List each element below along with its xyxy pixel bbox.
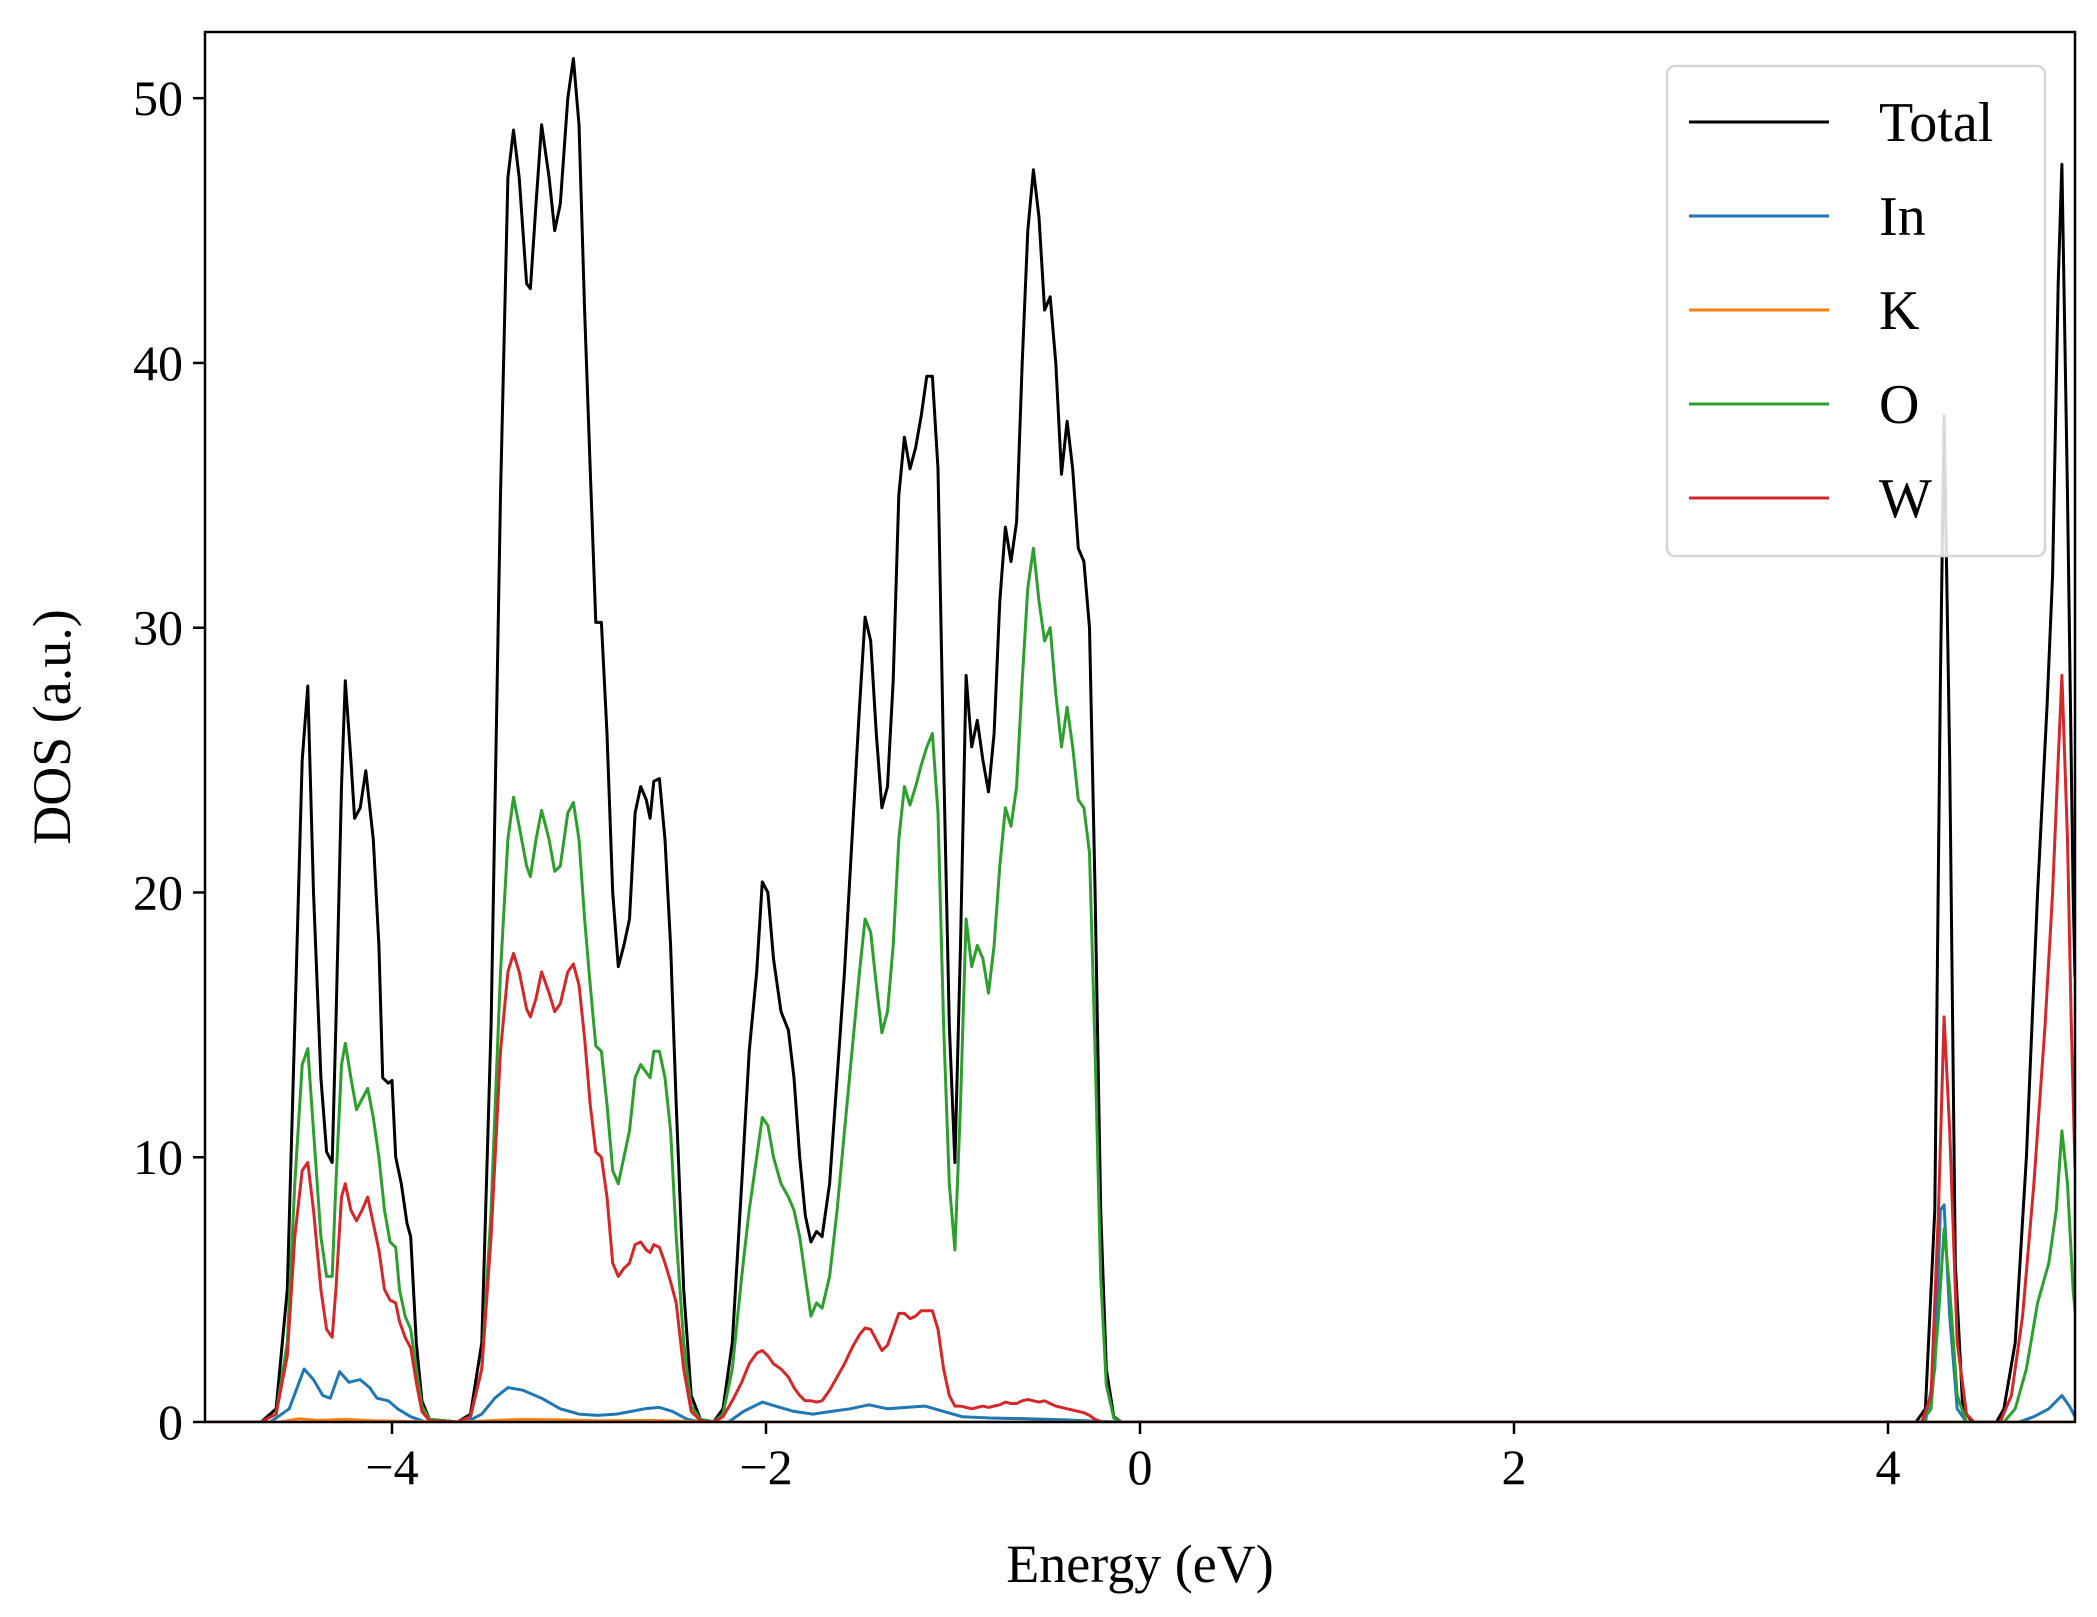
y-axis-label: DOS (a.u.) [22, 609, 82, 844]
y-tick-label: 40 [133, 335, 183, 391]
y-tick-label: 20 [133, 864, 183, 920]
legend-label-k: K [1879, 280, 1919, 342]
legend-label-total: Total [1879, 92, 1993, 154]
x-tick-label: 2 [1502, 1439, 1527, 1495]
x-axis-label: Energy (eV) [1006, 1534, 1273, 1594]
legend-label-in: In [1879, 186, 1926, 248]
x-tick-label: −4 [365, 1439, 418, 1495]
y-tick-label: 10 [133, 1129, 183, 1185]
y-tick-label: 0 [158, 1394, 183, 1450]
x-tick-label: 4 [1876, 1439, 1901, 1495]
series-line-o [205, 546, 2075, 1422]
series-line-w [205, 673, 2075, 1422]
x-tick-label: 0 [1128, 1439, 1153, 1495]
legend-label-o: O [1879, 374, 1919, 436]
series-line-in [205, 1203, 2075, 1422]
x-tick-label: −2 [739, 1439, 792, 1495]
series-line-total [205, 57, 2075, 1422]
y-tick-label: 50 [133, 70, 183, 126]
legend: Total In KOW [1665, 64, 2047, 558]
y-tick-label: 30 [133, 600, 183, 656]
legend-label-w: W [1879, 468, 1932, 530]
legend-box [1665, 64, 2047, 558]
